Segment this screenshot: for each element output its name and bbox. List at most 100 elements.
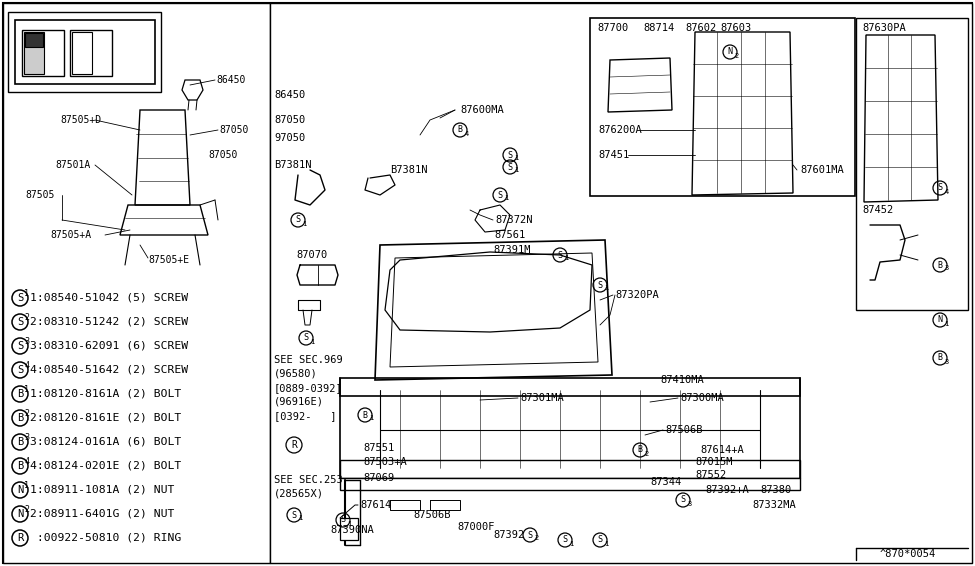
Text: 87506B: 87506B [413,510,450,520]
Text: [0889-0392]: [0889-0392] [274,383,343,393]
Text: 2: 2 [24,314,29,323]
Text: 87301MA: 87301MA [520,393,564,403]
Text: 876200A: 876200A [598,125,642,135]
Text: S: S [17,341,23,351]
Text: S: S [938,183,943,192]
Text: S: S [17,365,23,375]
Text: 87505+A: 87505+A [50,230,91,240]
Text: 87451: 87451 [598,150,629,160]
Text: 2: 2 [644,451,648,457]
Text: 1: 1 [347,521,351,526]
Text: 87392: 87392 [493,530,525,540]
Text: S: S [292,511,296,520]
Text: R: R [292,440,297,450]
Text: S: S [598,281,603,289]
Text: 3: 3 [687,500,691,507]
Bar [590,18,855,196]
Text: S: S [558,251,563,259]
Text: 2: 2 [534,535,538,542]
Text: S: S [598,535,603,544]
Text: 4: 4 [464,131,468,136]
Text: 87505: 87505 [25,190,55,200]
Text: 1: 1 [604,541,608,547]
Text: B7381N: B7381N [274,160,311,170]
Text: 87700: 87700 [597,23,628,33]
Text: N: N [938,315,943,324]
Text: 87372N: 87372N [495,215,532,225]
Text: S: S [17,317,23,327]
Text: B: B [938,260,943,269]
Text: 88714: 88714 [643,23,675,33]
Text: N: N [17,509,23,519]
Text: 87070: 87070 [296,250,328,260]
Text: B: B [363,410,368,419]
Bar [3,3,270,563]
Text: 87380: 87380 [760,485,792,495]
Text: 4:08540-51642 (2) SCREW: 4:08540-51642 (2) SCREW [30,365,188,375]
Text: 87501A: 87501A [55,160,91,170]
Text: 97050: 97050 [274,133,305,143]
Text: 3: 3 [944,265,949,272]
Text: 87561: 87561 [494,230,526,240]
Bar [15,20,155,84]
Text: S: S [303,333,308,342]
Text: 87551: 87551 [363,443,394,453]
Text: 1: 1 [569,541,573,547]
Bar [270,3,972,563]
Text: 1: 1 [298,516,302,521]
Text: 87600MA: 87600MA [460,105,504,115]
Text: 1: 1 [310,338,315,345]
Text: 3: 3 [944,358,949,365]
Text: 4:08124-0201E (2) BOLT: 4:08124-0201E (2) BOLT [30,461,181,471]
Text: 87015M: 87015M [695,457,732,467]
Text: SEE SEC.253: SEE SEC.253 [274,475,343,485]
Text: 1: 1 [302,221,306,226]
Text: 87506B: 87506B [665,425,703,435]
Text: 1:08540-51042 (5) SCREW: 1:08540-51042 (5) SCREW [30,293,188,303]
Text: S: S [340,516,345,525]
Text: 1: 1 [604,285,608,291]
Text: 87505+D: 87505+D [60,115,101,125]
Text: [0392-   ]: [0392- ] [274,411,336,421]
Text: 87603: 87603 [720,23,752,33]
Text: B: B [17,461,23,471]
Text: S: S [508,162,513,171]
Text: ^870*0054: ^870*0054 [880,549,936,559]
Text: 87505+E: 87505+E [148,255,189,265]
Text: 2:08120-8161E (2) BOLT: 2:08120-8161E (2) BOLT [30,413,181,423]
Text: B: B [938,354,943,362]
Text: 2: 2 [24,505,29,514]
Text: 87552: 87552 [695,470,726,480]
Text: 1: 1 [565,255,568,261]
Text: 87601MA: 87601MA [800,165,843,175]
Text: 87614: 87614 [360,500,391,510]
Bar [340,460,800,478]
Text: N: N [727,48,732,57]
Bar [340,478,800,490]
Text: 87050: 87050 [219,125,249,135]
Bar [70,30,112,76]
Text: 4: 4 [24,362,29,371]
Bar [340,518,358,540]
Text: 2: 2 [24,409,29,418]
Text: 86450: 86450 [216,75,246,85]
Text: 3: 3 [24,337,29,346]
Text: B: B [17,437,23,447]
Text: B: B [457,126,462,135]
Text: S: S [17,293,23,303]
Text: 4: 4 [944,188,949,195]
Text: 87344: 87344 [650,477,682,487]
Text: 1: 1 [504,195,508,201]
Text: S: S [681,495,685,504]
Bar [72,32,92,74]
Bar [25,33,43,47]
Text: 86450: 86450 [274,90,305,100]
Text: 4: 4 [24,457,29,466]
Text: S: S [497,191,502,199]
Text: :00922-50810 (2) RING: :00922-50810 (2) RING [30,533,181,543]
Text: B: B [17,413,23,423]
Text: 1: 1 [24,482,29,491]
Text: 87452: 87452 [862,205,893,215]
Text: 87391M: 87391M [493,245,530,255]
Text: 87503+A: 87503+A [363,457,407,467]
